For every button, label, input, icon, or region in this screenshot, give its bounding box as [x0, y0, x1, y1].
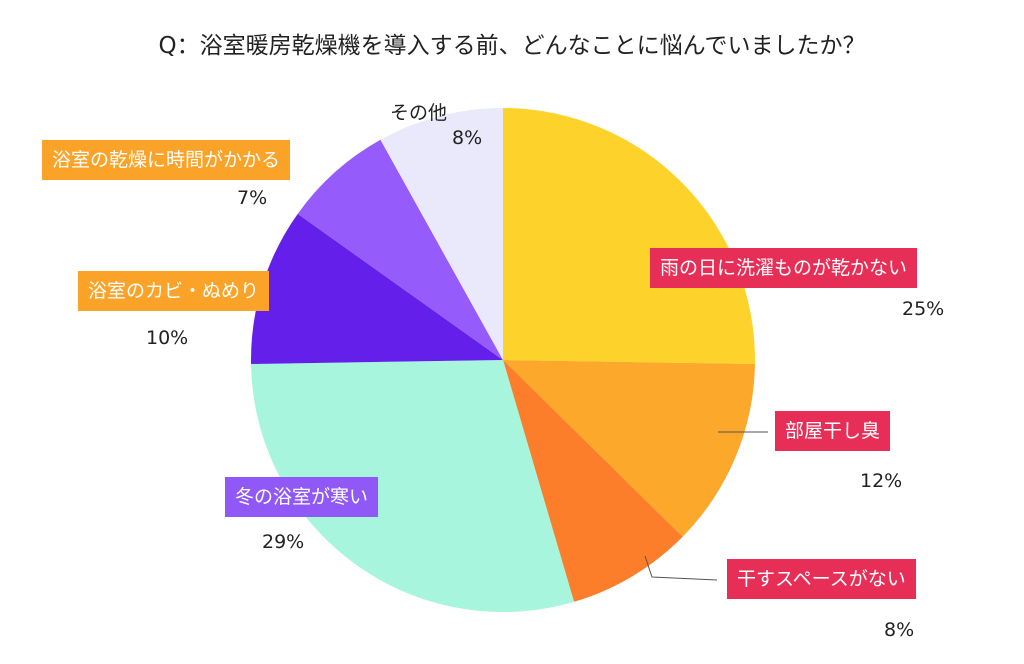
slice-value-label: 25%: [902, 298, 945, 320]
slice-label: 干すスペースがない: [727, 559, 916, 599]
leader-line-干すスペースがない: [644, 555, 718, 581]
slice-value-label: 29%: [262, 531, 305, 553]
pie-slice-浴室の乾燥に時間がかかる: [297, 139, 503, 360]
slice-label: その他: [390, 102, 448, 124]
slice-value-label: 8%: [884, 619, 915, 641]
slice-label: 浴室のカビ・ぬめり: [78, 271, 270, 311]
chart-title: Q：浴室暖房乾燥機を導入する前、どんなことに悩んでいましたか？: [158, 33, 866, 59]
slice-value-label: 12%: [860, 470, 903, 492]
pie-slice-干すスペースがない: [503, 360, 683, 602]
slice-value-label: 7%: [237, 187, 268, 209]
slice-value-label: 8%: [452, 127, 483, 149]
pie-slice-部屋干し臭: [503, 360, 755, 537]
pie-slice-雨の日に洗濯ものが乾かない: [503, 108, 755, 364]
pie-slice-その他: [380, 108, 503, 360]
slice-label: 浴室の乾燥に時間がかかる: [42, 140, 291, 180]
pie-slice-浴室のカビ・ぬめり: [251, 213, 503, 364]
slice-label: 雨の日に洗濯ものが乾かない: [650, 248, 918, 288]
slice-label: 冬の浴室が寒い: [225, 477, 379, 517]
slice-value-label: 10%: [146, 327, 189, 349]
slice-label: 部屋干し臭: [775, 411, 891, 451]
pie-slice-冬の浴室が寒い: [251, 360, 574, 612]
